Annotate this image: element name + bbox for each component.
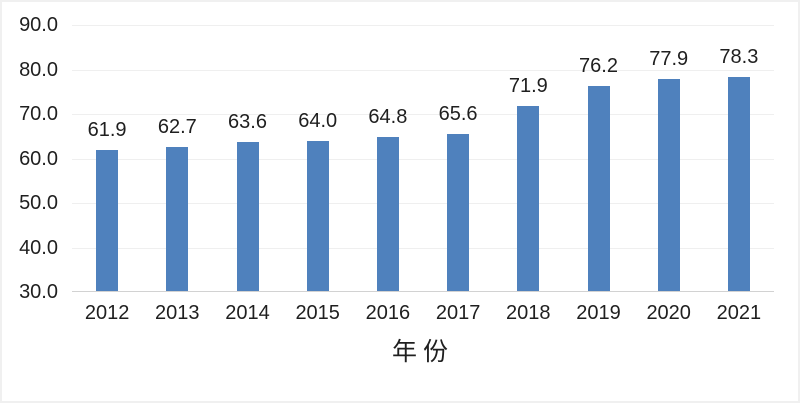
- x-tick-label: 2021: [716, 302, 762, 324]
- gridline: [72, 25, 774, 26]
- bar-value-label: 64.0: [298, 109, 338, 132]
- bar-value-label: 76.2: [579, 55, 618, 78]
- bar: [657, 78, 680, 291]
- gridline: [72, 247, 774, 249]
- x-tick-label: 2016: [365, 302, 411, 324]
- bar: [376, 137, 399, 291]
- gridline: [72, 114, 774, 115]
- x-tick-label: 2017: [435, 302, 481, 324]
- x-tick-label: 2013: [155, 302, 200, 324]
- y-tick-label: 40.0: [19, 236, 58, 259]
- x-tick-label: 2015: [295, 302, 340, 324]
- x-tick-label: 2020: [646, 302, 691, 324]
- x-tick-label: 2018: [506, 302, 551, 324]
- x-axis-title: 年份: [391, 339, 454, 366]
- bar-value-label: 78.3: [719, 46, 759, 69]
- gridline: [72, 158, 774, 160]
- y-tick-label: 30.0: [19, 281, 58, 303]
- bar: [306, 140, 329, 291]
- bar: [447, 133, 470, 291]
- x-axis-line: [72, 291, 774, 292]
- bar: [166, 146, 189, 291]
- y-tick-label: 70.0: [19, 103, 58, 125]
- x-tick-label: 2014: [225, 302, 270, 324]
- bar: [96, 150, 119, 291]
- bar-value-label: 63.6: [228, 111, 267, 134]
- bar-value-label: 62.7: [157, 115, 197, 138]
- gridline: [72, 69, 774, 71]
- bar-value-label: 61.9: [87, 119, 127, 142]
- bar-value-label: 77.9: [649, 47, 689, 70]
- bar: [517, 105, 540, 291]
- y-tick-label: 90.0: [19, 14, 58, 36]
- plot-area: 61.9 62.7 63.6 64.0 64.8 65.6 71.9 76.2 77.9 78.3: [72, 25, 774, 292]
- bar: [727, 77, 750, 291]
- bar-value-label: 71.9: [508, 74, 548, 97]
- y-tick-label: 50.0: [19, 192, 58, 214]
- y-tick-label: 80.0: [19, 58, 58, 81]
- gridline: [72, 203, 774, 204]
- bar: [236, 142, 259, 291]
- x-tick-label: 2012: [84, 302, 130, 324]
- y-tick-label: 60.0: [19, 147, 58, 170]
- x-tick-label: 2019: [576, 302, 621, 324]
- bar-value-label: 64.8: [368, 106, 408, 129]
- bar: [587, 86, 610, 291]
- bar-value-label: 65.6: [438, 102, 478, 125]
